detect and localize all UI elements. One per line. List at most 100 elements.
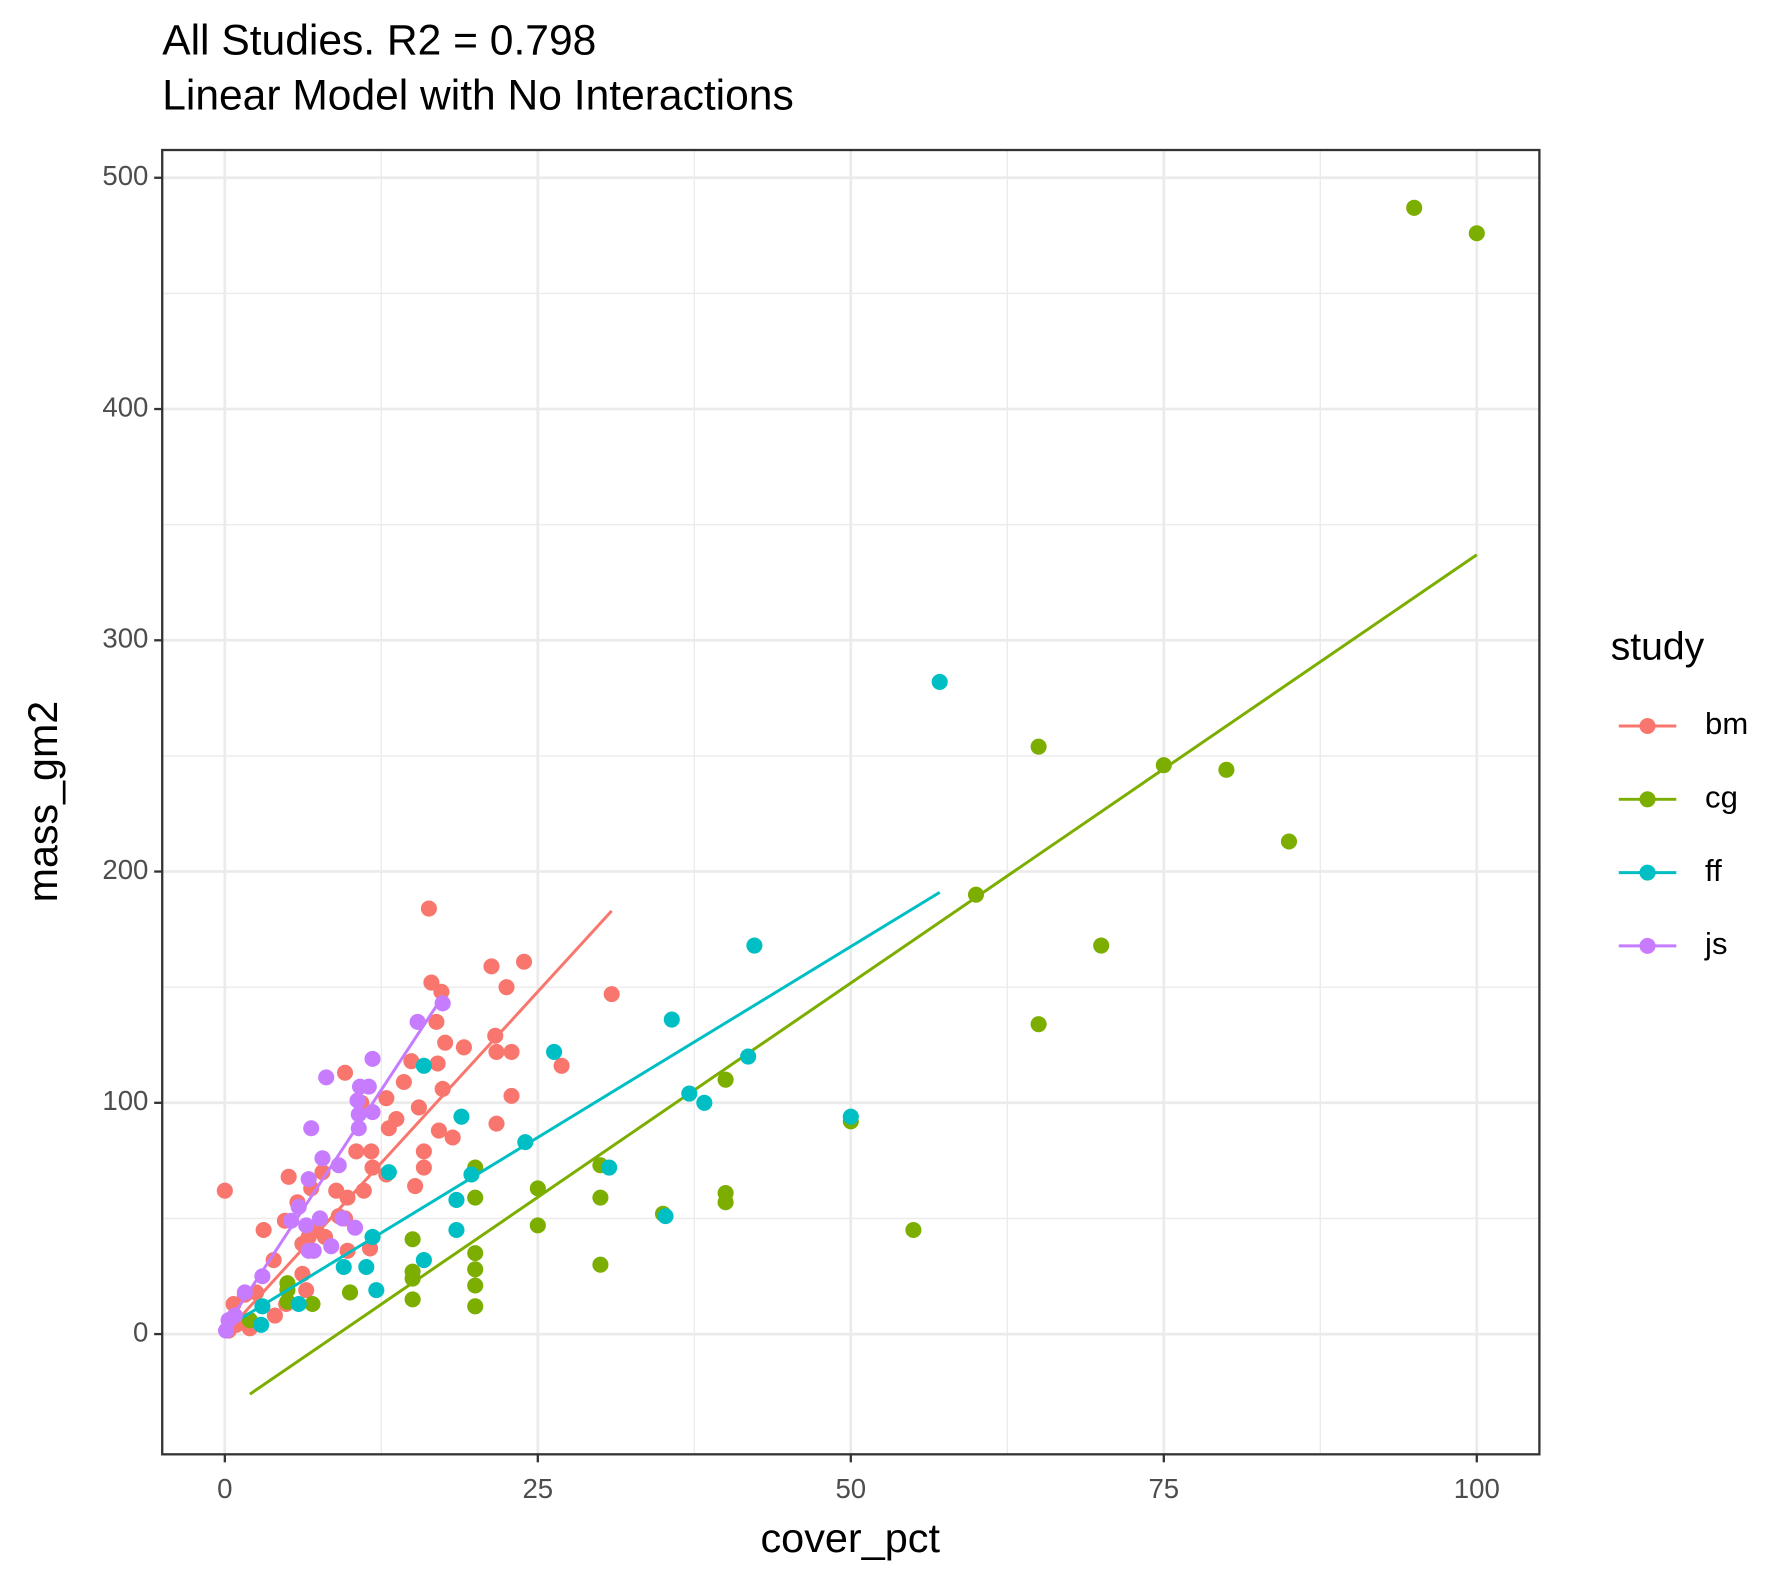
y-tick-label: 0 <box>133 1316 148 1347</box>
fit-line <box>224 891 941 1330</box>
point <box>336 1064 354 1081</box>
point <box>410 1099 427 1116</box>
y-tick-label: 300 <box>102 623 148 654</box>
y-tick-label: 500 <box>102 160 148 191</box>
point <box>364 1050 381 1067</box>
point <box>717 1194 734 1211</box>
point <box>842 1108 859 1125</box>
fit-line <box>249 553 1478 1396</box>
y-tick-label: 200 <box>102 854 148 885</box>
legend-label: cg <box>1705 780 1738 815</box>
point <box>463 1166 480 1183</box>
x-tick-label: 25 <box>522 1473 553 1504</box>
point <box>304 1295 321 1313</box>
point <box>395 1073 412 1091</box>
fit-line <box>223 995 444 1330</box>
point <box>348 1143 365 1160</box>
chart-subtitle: Linear Model with No Interactions <box>162 72 794 119</box>
point <box>467 1277 484 1294</box>
point <box>404 1270 421 1287</box>
point <box>216 1182 233 1199</box>
grid <box>162 150 1540 1455</box>
point <box>1280 833 1298 850</box>
chart-title: All Studies. R2 = 0.798 <box>162 17 596 64</box>
point <box>1030 1016 1047 1033</box>
point <box>657 1208 674 1225</box>
point <box>455 1039 473 1056</box>
point <box>444 1129 461 1146</box>
point <box>717 1071 734 1088</box>
point <box>254 1268 271 1285</box>
point <box>483 958 500 975</box>
point <box>420 900 437 917</box>
point <box>358 1258 375 1276</box>
point <box>546 1043 563 1060</box>
x-axis-title: cover_pct <box>760 1515 940 1561</box>
legend-title: study <box>1611 626 1705 669</box>
point <box>341 1284 359 1301</box>
point <box>467 1189 484 1206</box>
x-tick-label: 100 <box>1454 1473 1500 1504</box>
point <box>407 1178 424 1195</box>
point <box>931 673 948 690</box>
point <box>503 1087 520 1104</box>
y-tick-label: 100 <box>102 1085 148 1116</box>
point <box>1093 937 1110 954</box>
axes: 0 25 50 75 100 0 100 200 300 400 500 <box>102 160 1499 1504</box>
point <box>529 1180 546 1197</box>
point <box>298 1217 315 1234</box>
point <box>905 1221 922 1239</box>
point <box>355 1182 372 1199</box>
point <box>323 1238 340 1255</box>
point <box>1155 757 1172 774</box>
point <box>380 1120 397 1137</box>
point <box>364 1159 381 1176</box>
point <box>488 1043 505 1060</box>
point <box>529 1217 546 1234</box>
point <box>592 1189 609 1206</box>
point <box>1030 738 1047 755</box>
point <box>300 1171 317 1188</box>
point <box>1406 199 1423 216</box>
legend-label: js <box>1704 926 1727 961</box>
plot-area <box>216 199 1485 1396</box>
point <box>448 1221 465 1239</box>
point <box>740 1048 757 1065</box>
point <box>380 1164 397 1181</box>
legend-label: ff <box>1705 853 1722 888</box>
point <box>349 1092 366 1109</box>
point <box>266 1307 283 1324</box>
legend-key-point <box>1639 791 1656 808</box>
point <box>300 1242 317 1259</box>
point <box>298 1282 315 1299</box>
point <box>415 1143 432 1160</box>
point <box>467 1245 484 1262</box>
point <box>696 1094 713 1111</box>
point <box>663 1011 680 1028</box>
point <box>429 1055 446 1072</box>
point <box>488 1115 505 1132</box>
point <box>428 1013 445 1030</box>
legend-key-point <box>1639 718 1656 735</box>
point <box>404 1231 421 1248</box>
point <box>314 1164 331 1181</box>
point <box>503 1043 520 1060</box>
point <box>378 1090 395 1107</box>
x-tick-label: 75 <box>1148 1473 1179 1504</box>
point <box>334 1210 351 1227</box>
point <box>236 1284 253 1301</box>
point <box>601 1159 618 1176</box>
point <box>437 1034 454 1051</box>
point <box>553 1057 570 1074</box>
point <box>303 1120 320 1137</box>
point <box>415 1159 432 1176</box>
x-tick-label: 0 <box>217 1473 232 1504</box>
point <box>360 1078 377 1095</box>
legend-key-point <box>1639 864 1656 881</box>
point <box>1218 761 1235 778</box>
point <box>433 983 450 1000</box>
point <box>415 1252 432 1269</box>
point <box>448 1191 465 1208</box>
point <box>335 1258 352 1276</box>
